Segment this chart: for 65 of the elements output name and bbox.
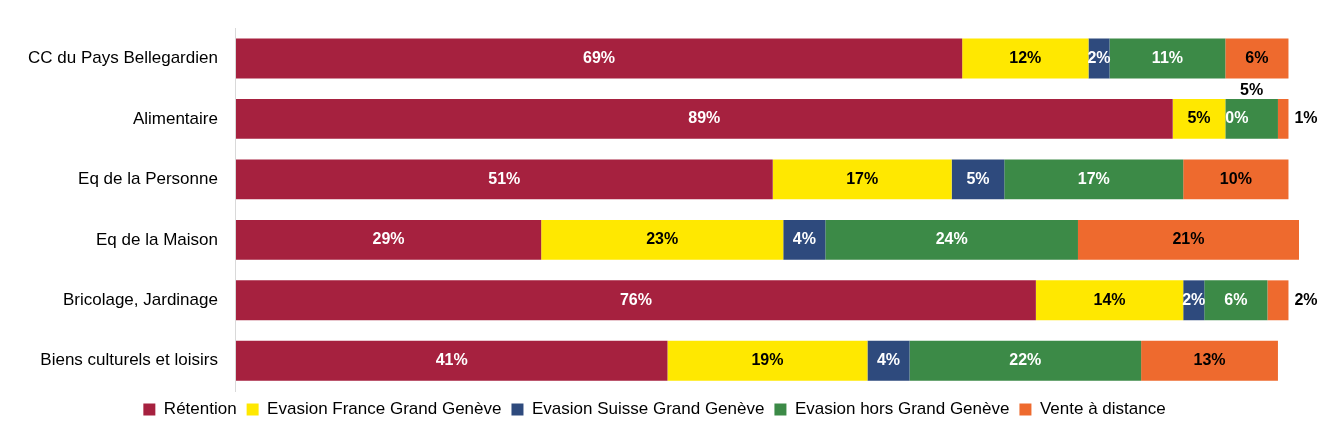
bar: [235, 340, 668, 381]
y-tick-label: Alimentaire: [132, 108, 218, 128]
bar: [667, 340, 868, 381]
bar: [1183, 159, 1289, 200]
data-label: 4%: [792, 230, 816, 248]
data-label: 5%: [966, 169, 990, 187]
data-label: 0%: [1225, 109, 1249, 127]
y-tick-label: Bricolage, Jardinage: [62, 289, 218, 309]
data-label: 6%: [1224, 290, 1248, 308]
bar: [235, 280, 1036, 321]
data-label: 13%: [1193, 351, 1226, 369]
bar: [1141, 340, 1278, 381]
bar: [909, 340, 1142, 381]
y-tick-label: CC du Pays Bellegardien: [27, 48, 218, 68]
bar: [235, 219, 542, 260]
bar: [1225, 98, 1278, 139]
bar: [235, 98, 1173, 139]
data-label: 5%: [1187, 109, 1211, 127]
data-label: 17%: [846, 169, 879, 187]
legend-label: Evasion Suisse Grand Genève: [531, 399, 765, 419]
legend-label: Vente à distance: [1039, 399, 1166, 419]
data-label: 14%: [1093, 290, 1126, 308]
bar: [1225, 38, 1289, 79]
bar: [772, 159, 952, 200]
data-label: 69%: [583, 48, 616, 66]
bar: [962, 38, 1089, 79]
bar: [867, 340, 910, 381]
data-label: 1%: [1294, 109, 1318, 127]
bar: [235, 38, 963, 79]
bar: [951, 159, 1005, 200]
data-label: 29%: [372, 230, 405, 248]
data-label: 19%: [751, 351, 784, 369]
bar: [235, 159, 773, 200]
y-tick-label: Biens culturels et loisirs: [40, 350, 218, 370]
bar: [1035, 280, 1184, 321]
data-label: 5%: [1240, 81, 1264, 99]
data-label: 22%: [1009, 351, 1042, 369]
data-label: 2%: [1294, 290, 1318, 308]
data-label: 10%: [1219, 169, 1252, 187]
data-label: 21%: [1172, 230, 1205, 248]
bar: [1172, 98, 1226, 139]
y-tick-label: Eq de la Personne: [78, 169, 218, 189]
legend-label: Evasion France Grand Genève: [267, 399, 502, 419]
y-tick-label: Eq de la Maison: [96, 229, 218, 249]
bar: [541, 219, 784, 260]
data-label: 89%: [688, 109, 721, 127]
bar: [1004, 159, 1184, 200]
data-label: 41%: [435, 351, 468, 369]
bar: [1267, 280, 1289, 321]
bar: [1077, 219, 1299, 260]
data-label: 51%: [488, 169, 521, 187]
data-label: 24%: [935, 230, 968, 248]
bar: [1277, 98, 1289, 139]
legend-label: Evasion hors Grand Genève: [794, 399, 1010, 419]
data-label: 11%: [1151, 48, 1183, 66]
data-label: 17%: [1077, 169, 1110, 187]
legend-label: Rétention: [163, 399, 237, 419]
bar: [1109, 38, 1226, 79]
bar: [825, 219, 1078, 260]
data-label: 76%: [619, 290, 652, 308]
data-label: 23%: [646, 230, 679, 248]
data-label: 12%: [1009, 48, 1042, 66]
bar: [1204, 280, 1268, 321]
data-label: 4%: [876, 351, 901, 369]
data-label: 6%: [1245, 48, 1269, 66]
